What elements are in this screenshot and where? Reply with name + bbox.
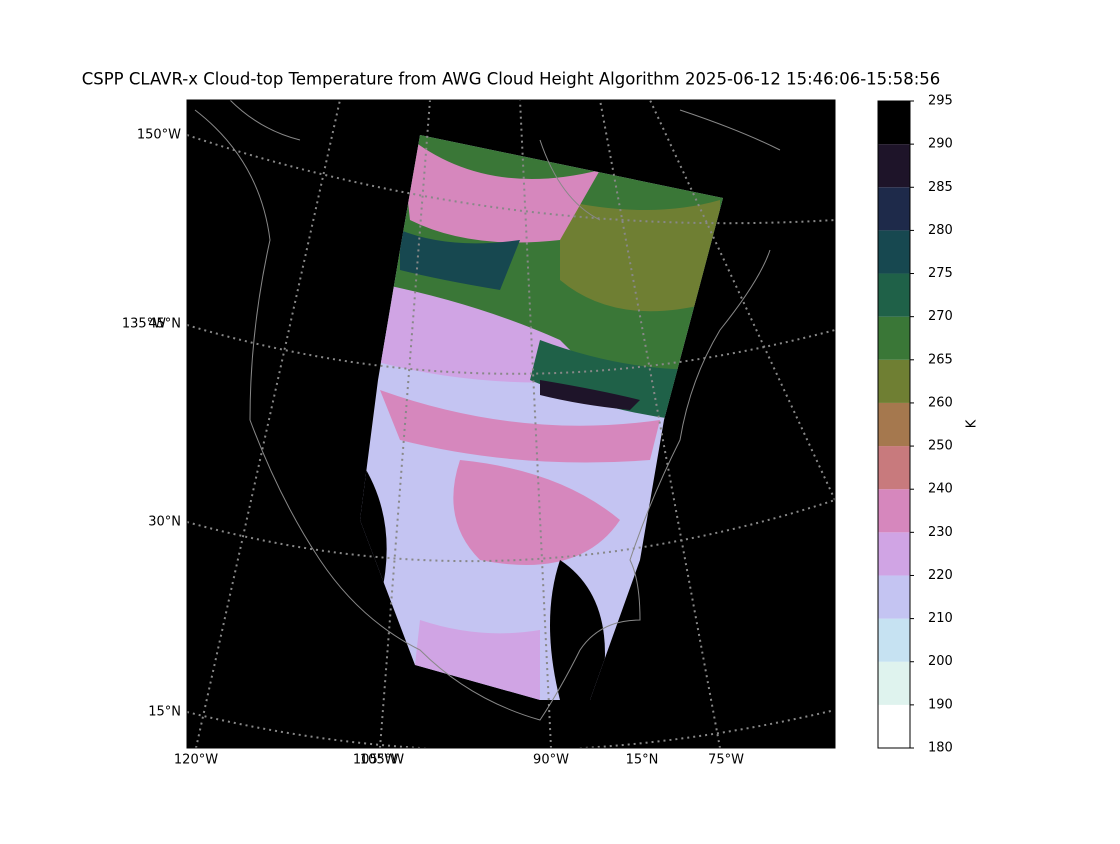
- colorbar-band: [878, 230, 910, 274]
- longitude-label: 105°W: [353, 753, 397, 768]
- colorbar-tick-label: 210: [928, 611, 953, 626]
- colorbar-tick-label: 190: [928, 697, 953, 712]
- colorbar-tick-label: 180: [928, 741, 953, 756]
- latitude-label: 30°N: [148, 515, 181, 530]
- colorbar-band: [878, 618, 910, 662]
- map: [187, 100, 835, 748]
- latitude-label: 135°W: [122, 317, 166, 332]
- colorbar-band: [878, 532, 910, 576]
- colorbar-band: [878, 273, 910, 317]
- longitude-label: 15°N: [626, 753, 659, 768]
- colorbar-tick-label: 250: [928, 439, 953, 454]
- colorbar-tick-label: 285: [928, 180, 953, 195]
- colorbar-tick-label: 275: [928, 266, 953, 281]
- colorbar-tick-label: 295: [928, 94, 953, 109]
- colorbar-tick-label: 265: [928, 352, 953, 367]
- colorbar: 180 190 200 210 220 230 240 250 260 265 270 275 280 2…: [877, 94, 953, 756]
- colorbar-band: [878, 489, 910, 533]
- colorbar-tick-label: 270: [928, 309, 953, 324]
- colorbar-band: [878, 575, 910, 619]
- colorbar-tick-label: 240: [928, 482, 953, 497]
- colorbar-band: [878, 359, 910, 403]
- colorbar-tick-label: 230: [928, 525, 953, 540]
- latitude-label: 150°W: [137, 128, 181, 143]
- colorbar-band: [878, 402, 910, 447]
- latitude-label: 45°N: [148, 317, 181, 332]
- colorbar-tick-label: 260: [928, 395, 953, 410]
- longitude-label: 90°W: [533, 753, 569, 768]
- colorbar-band: [878, 316, 910, 360]
- longitude-label: 120°W: [174, 753, 218, 768]
- latitude-label: 15°N: [148, 705, 181, 720]
- colorbar-tick-label: 280: [928, 223, 953, 238]
- map-title: CSPP CLAVR-x Cloud-top Temperature from …: [82, 70, 941, 89]
- colorbar-band: [878, 704, 910, 748]
- cloud-swath: [360, 135, 723, 700]
- colorbar-frame: [877, 100, 911, 749]
- colorbar-band: [878, 101, 910, 145]
- colorbar-band: [878, 144, 910, 188]
- colorbar-tick-label: 220: [928, 568, 953, 583]
- colorbar-band: [878, 446, 910, 490]
- colorbar-band: [878, 187, 910, 231]
- colorbar-band: [878, 661, 910, 705]
- longitude-label: 105°W: [360, 753, 404, 768]
- colorbar-label: K: [965, 419, 980, 428]
- longitude-label: 75°W: [708, 753, 744, 768]
- colorbar-tick-label: 290: [928, 137, 953, 152]
- map-frame: [186, 99, 836, 749]
- colorbar-tick-label: 200: [928, 654, 953, 669]
